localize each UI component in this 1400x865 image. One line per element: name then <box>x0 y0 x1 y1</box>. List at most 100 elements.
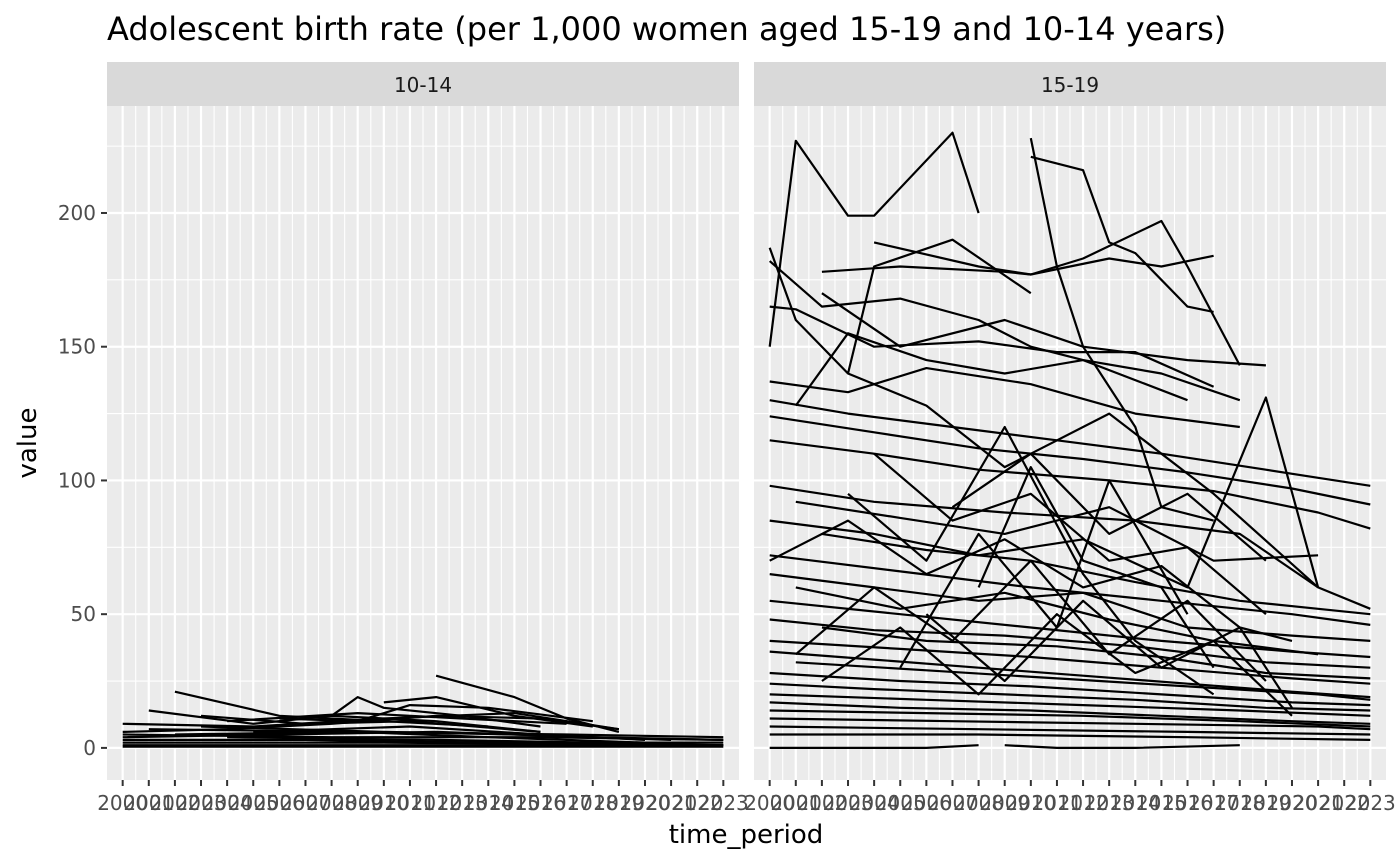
x-tick-label: 2006 <box>901 791 952 815</box>
series-line <box>769 618 1371 669</box>
series-line <box>1029 137 1214 522</box>
x-tick-label: 2007 <box>280 791 331 815</box>
y-tick-label: 50 <box>71 602 96 626</box>
series-line <box>821 626 1371 680</box>
y-axis-title: value <box>13 407 43 478</box>
x-tick-label: 2010 <box>1005 791 1056 815</box>
x-tick-label: 2014 <box>1110 791 1161 815</box>
x-tick-label: 2015 <box>489 791 540 815</box>
series-line <box>821 532 1371 616</box>
series-line <box>769 599 1371 659</box>
x-tick-label: 2009 <box>979 791 1030 815</box>
y-tick-label: 100 <box>58 468 96 492</box>
series-line <box>925 599 1293 709</box>
series-line <box>821 613 1293 717</box>
x-tick-label: 2021 <box>646 791 697 815</box>
x-tick-label: 2015 <box>1136 791 1187 815</box>
x-tick-label: 2004 <box>202 791 253 815</box>
x-tick-label: 2004 <box>849 791 900 815</box>
x-tick-label: 2003 <box>823 791 874 815</box>
series-line <box>769 744 979 750</box>
x-tick-label: 2011 <box>384 791 435 815</box>
x-tick-label: 2010 <box>358 791 409 815</box>
series-lines-15-19 <box>768 131 1371 750</box>
series-line <box>769 399 1371 487</box>
series-line <box>821 292 1266 367</box>
series-line <box>847 425 1215 696</box>
series-line <box>873 452 1267 616</box>
series-line <box>977 466 1215 669</box>
x-tick-label: 2002 <box>149 791 200 815</box>
x-tick-label: 2022 <box>672 791 723 815</box>
x-tick-label: 2017 <box>1188 791 1239 815</box>
strip-background-10-14 <box>107 62 739 106</box>
series-line <box>951 452 1267 562</box>
series-line <box>253 725 646 741</box>
series-line <box>795 661 1371 701</box>
series-line <box>769 709 1371 728</box>
series-line <box>769 305 1215 388</box>
series-line <box>795 559 1267 682</box>
series-lines-10-14 <box>122 674 724 748</box>
strip-label-15-19: 15-19 <box>1041 73 1099 97</box>
x-tick-label: 2023 <box>698 791 749 815</box>
series-line <box>1004 744 1240 750</box>
x-tick-label: 2002 <box>796 791 847 815</box>
x-tick-label: 2019 <box>593 791 644 815</box>
x-tick-label: 2009 <box>332 791 383 815</box>
x-axis-15-19: 2000200120022003200420052006200720082009… <box>744 780 1396 815</box>
series-line <box>769 367 1240 429</box>
x-axis-title: time_period <box>669 820 824 850</box>
x-tick-label: 2012 <box>411 791 462 815</box>
x-tick-label: 2011 <box>1031 791 1082 815</box>
x-tick-label: 2022 <box>1319 791 1370 815</box>
strip-background-15-19 <box>754 62 1386 106</box>
series-line <box>769 519 1293 642</box>
series-line <box>794 332 1188 407</box>
series-line <box>769 733 1371 741</box>
x-tick-label: 2008 <box>953 791 1004 815</box>
x-axis-10-14: 2000200120022003200420052006200720082009… <box>97 780 749 815</box>
x-tick-label: 2013 <box>1084 791 1135 815</box>
x-tick-label: 2001 <box>770 791 821 815</box>
series-line <box>769 701 1371 725</box>
x-tick-label: 2018 <box>1214 791 1265 815</box>
chart-title: Adolescent birth rate (per 1,000 women a… <box>107 10 1226 48</box>
series-line <box>174 730 646 744</box>
x-tick-label: 2000 <box>97 791 148 815</box>
series-line <box>873 219 1241 366</box>
x-tick-label: 2006 <box>254 791 305 815</box>
x-tick-label: 2019 <box>1240 791 1291 815</box>
x-tick-label: 2007 <box>927 791 978 815</box>
x-tick-label: 2016 <box>1162 791 1213 815</box>
x-tick-label: 2021 <box>1293 791 1344 815</box>
grid-lines-10-14 <box>107 106 739 780</box>
grid-lines-15-19 <box>754 106 1386 780</box>
series-line <box>769 639 1371 685</box>
x-tick-label: 2003 <box>176 791 227 815</box>
x-tick-label: 2008 <box>306 791 357 815</box>
series-line <box>227 736 724 747</box>
strip-label-10-14: 10-14 <box>394 73 452 97</box>
y-tick-label: 0 <box>83 736 96 760</box>
series-line <box>769 725 1371 736</box>
x-tick-label: 2018 <box>567 791 618 815</box>
x-tick-label: 2013 <box>437 791 488 815</box>
series-line <box>768 131 980 347</box>
series-line <box>769 693 1371 717</box>
series-line <box>227 711 567 725</box>
x-tick-label: 2016 <box>515 791 566 815</box>
series-line <box>795 500 1319 562</box>
x-tick-label: 2001 <box>123 791 174 815</box>
x-tick-label: 2005 <box>228 791 279 815</box>
facet-panel-10-14: 10-14 2000200120022003200420052006200720… <box>97 62 749 815</box>
x-tick-label: 2020 <box>1267 791 1318 815</box>
x-tick-label: 2012 <box>1058 791 1109 815</box>
y-tick-label: 150 <box>58 335 96 359</box>
series-line <box>769 671 1371 707</box>
series-line <box>279 703 593 723</box>
series-line <box>769 717 1371 731</box>
x-tick-label: 2020 <box>620 791 671 815</box>
series-line <box>768 260 1241 402</box>
